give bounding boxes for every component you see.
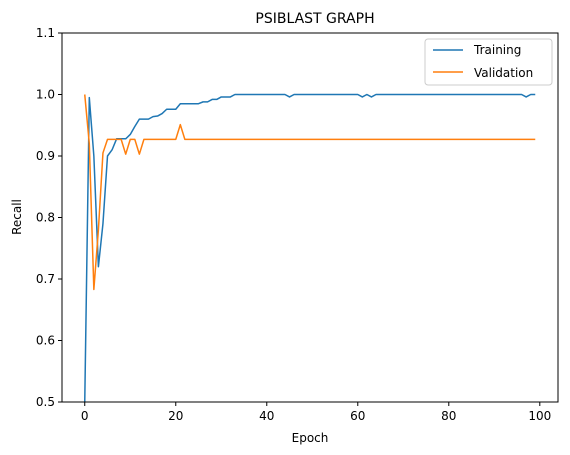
y-tick-label: 0.7 xyxy=(36,272,55,286)
x-axis: 0 20 40 60 80 100 xyxy=(81,402,551,423)
legend-label-training: Training xyxy=(473,43,521,57)
plot-area xyxy=(61,32,559,403)
y-axis: 0.5 0.6 0.7 0.8 0.9 1.0 1.1 xyxy=(36,26,62,409)
legend-label-validation: Validation xyxy=(474,66,533,80)
y-tick-label: 1.0 xyxy=(36,88,55,102)
y-axis-label: Recall xyxy=(10,199,24,235)
x-tick-label: 20 xyxy=(168,409,183,423)
x-tick-label: 40 xyxy=(259,409,274,423)
x-tick-label: 60 xyxy=(350,409,365,423)
y-tick-label: 0.5 xyxy=(36,395,55,409)
x-tick-label: 0 xyxy=(81,409,89,423)
x-tick-label: 80 xyxy=(441,409,456,423)
y-tick-label: 0.8 xyxy=(36,211,55,225)
legend: Training Validation xyxy=(424,38,553,86)
y-tick-label: 1.1 xyxy=(36,26,55,40)
x-axis-label: Epoch xyxy=(292,431,329,445)
plot-frame xyxy=(61,32,559,403)
y-tick-label: 0.9 xyxy=(36,149,55,163)
x-tick-label: 100 xyxy=(528,409,551,423)
series-line-validation xyxy=(84,94,536,291)
series-layer xyxy=(84,93,536,402)
series-line-training xyxy=(84,93,536,402)
chart-title: PSIBLAST GRAPH xyxy=(255,11,374,27)
y-tick-label: 0.6 xyxy=(36,334,55,348)
